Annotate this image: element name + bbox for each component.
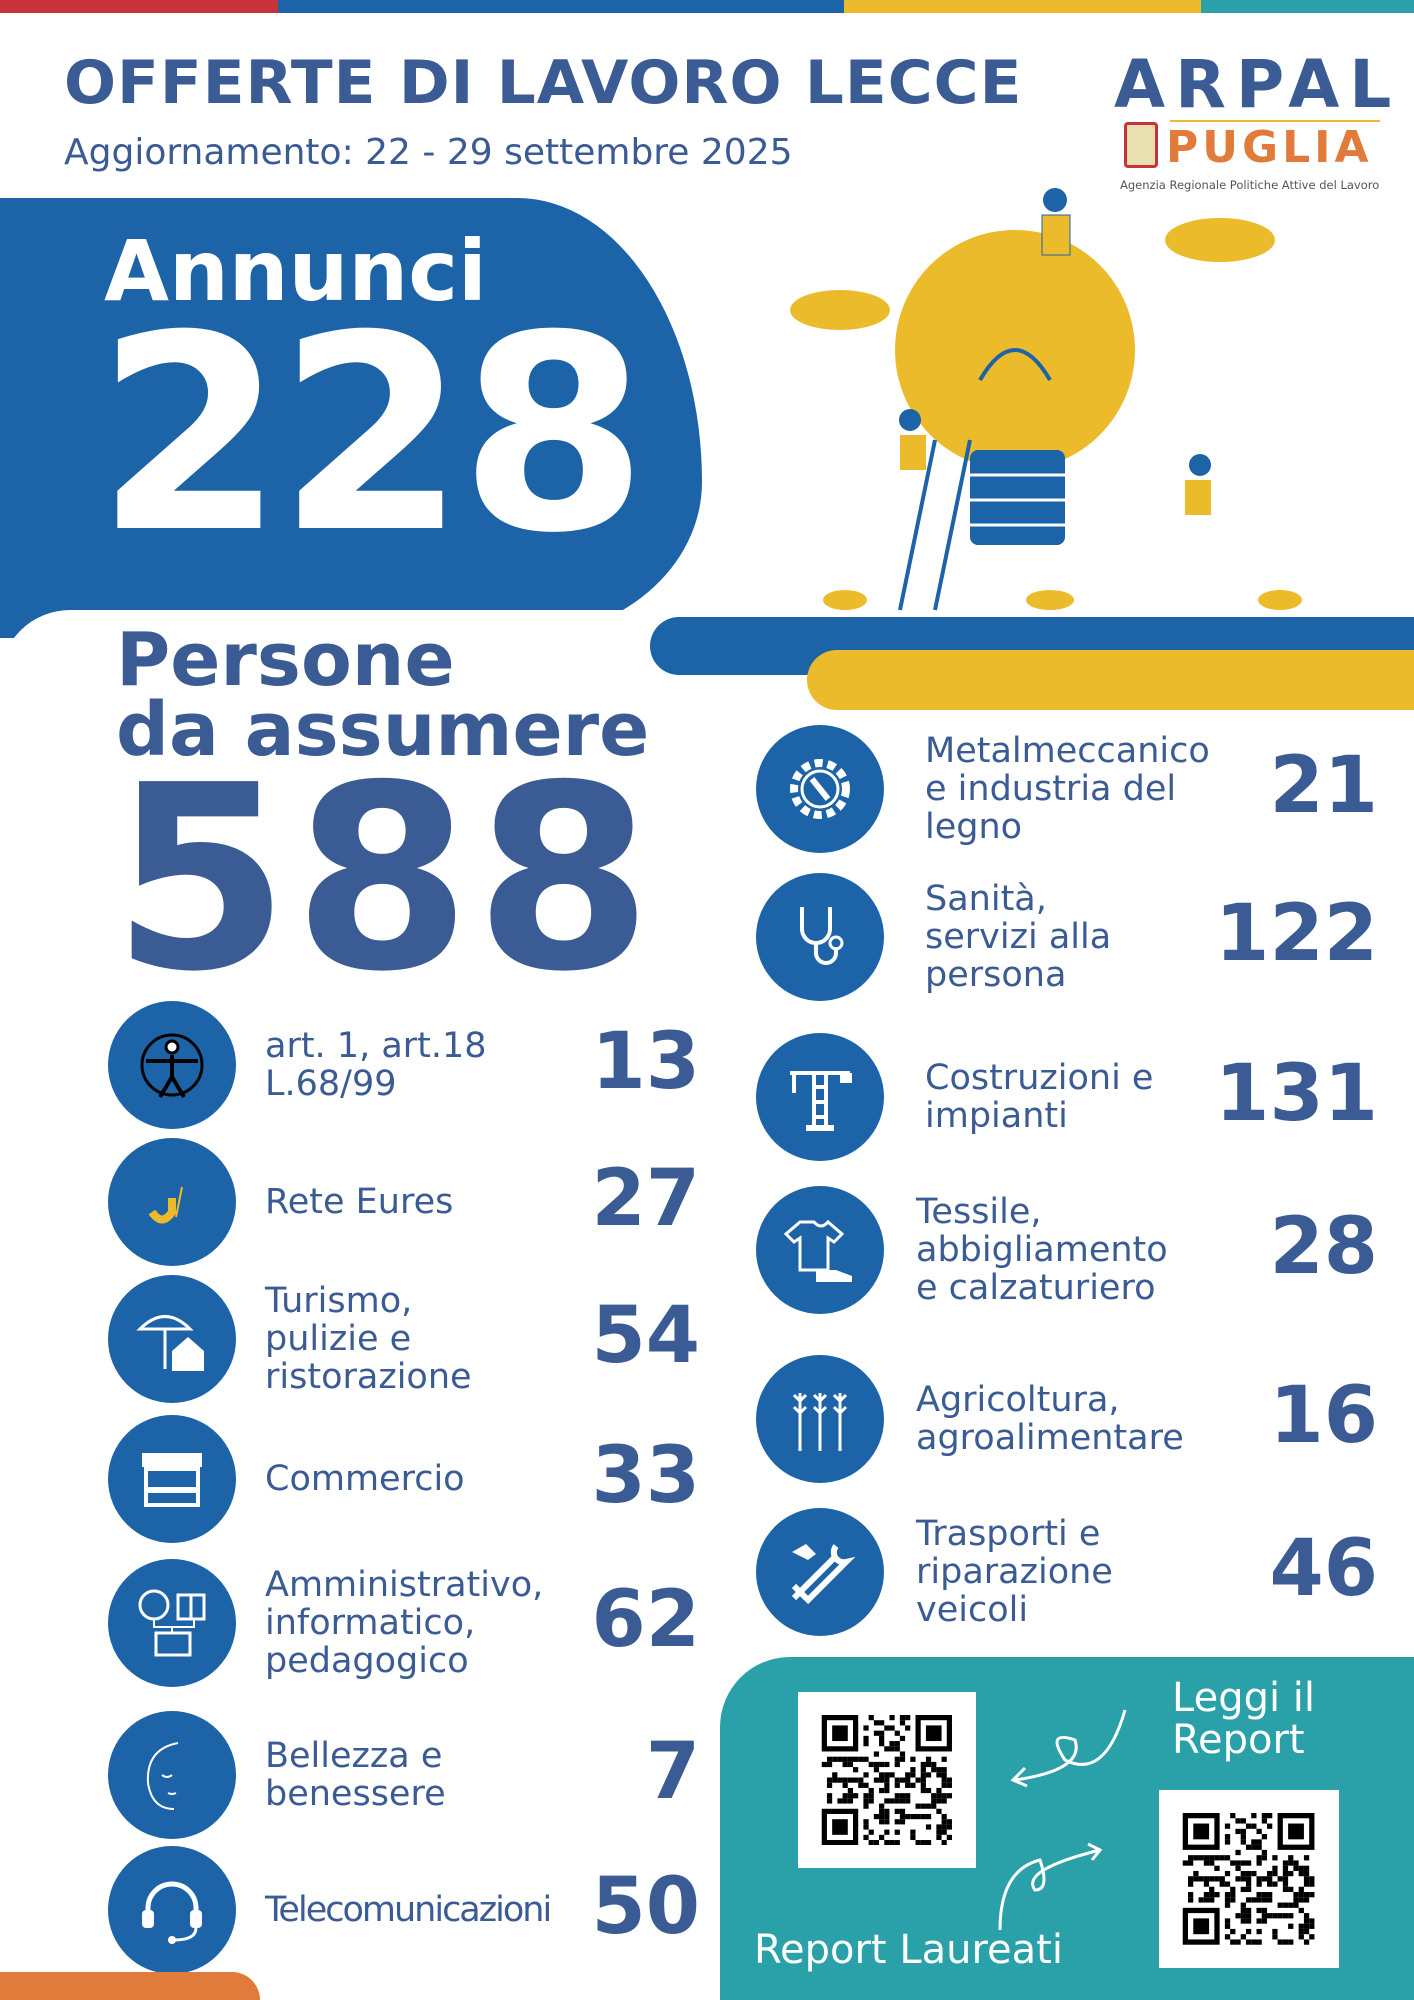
tools-icon: [756, 1508, 884, 1636]
crane-icon: [756, 1033, 884, 1161]
umbrella-house-icon: [108, 1275, 236, 1403]
decor-bar-yellow: [807, 650, 1414, 710]
color-strip-blue: [278, 0, 844, 13]
market-stall-icon: [108, 1415, 236, 1543]
logo-arpal: ARPAL: [1114, 46, 1402, 123]
sector-label: Bellezza e benessere: [265, 1736, 446, 1814]
sector-count: 27: [591, 1154, 700, 1244]
sector-count: 13: [591, 1017, 700, 1107]
sector-count: 131: [1215, 1049, 1378, 1139]
qr-code-leggi-report[interactable]: [798, 1692, 976, 1868]
leggi-report-label[interactable]: Leggi il Report: [1172, 1675, 1316, 1763]
report-laureati-label[interactable]: Report Laureati: [754, 1927, 1063, 1973]
sector-label: Turismo, pulizie e ristorazione: [265, 1281, 472, 1397]
logo-puglia: PUGLIA: [1166, 122, 1373, 173]
globe-book-icon: [108, 1559, 236, 1687]
persone-label-line2: da assumere: [116, 687, 650, 773]
sector-label: art. 1, art.18 L.68/99: [265, 1026, 487, 1104]
accessibility-icon: [108, 1001, 236, 1129]
sector-label: Metalmeccanico e industria del legno: [925, 731, 1210, 847]
qr-code-report-laureati[interactable]: [1159, 1790, 1339, 1968]
wheat-icon: [756, 1355, 884, 1483]
sector-label: Trasporti e riparazione veicoli: [916, 1514, 1113, 1630]
persone-label: Persone da assumere: [116, 617, 650, 773]
sector-count: 62: [591, 1575, 700, 1665]
sector-label: Amministrativo, informatico, pedagogico: [265, 1565, 544, 1681]
arpal-puglia-logo: ARPAL PUGLIA Agenzia Regionale Politiche…: [1110, 46, 1402, 202]
face-icon: [108, 1711, 236, 1839]
sector-count: 50: [591, 1862, 700, 1952]
eures-logo-icon: [108, 1138, 236, 1266]
arrow-curly-left-icon: [1010, 1709, 1127, 1788]
sector-label: Rete Eures: [265, 1182, 454, 1222]
sector-label: Agricoltura, agroalimentare: [916, 1380, 1184, 1458]
annunci-label: Annunci: [104, 222, 487, 320]
decor-corner-orange: [0, 1972, 260, 2000]
puglia-crest-icon: [1124, 122, 1158, 168]
sector-label: Sanità, servizi alla persona: [925, 879, 1112, 995]
stethoscope-icon: [756, 873, 884, 1001]
gear-wrench-icon: [756, 725, 884, 853]
color-strip-teal: [1201, 0, 1414, 13]
sector-label: Costruzioni e impianti: [925, 1058, 1154, 1136]
tshirt-shoe-icon: [756, 1186, 884, 1314]
arrow-curly-right-icon: [998, 1842, 1103, 1931]
qr-icon: [1183, 1813, 1315, 1945]
sector-count: 54: [591, 1291, 700, 1381]
color-strip-red: [0, 0, 278, 13]
persone-label-line1: Persone: [116, 617, 455, 703]
qr-icon: [821, 1714, 953, 1846]
sector-count: 16: [1269, 1371, 1378, 1461]
color-strip-yellow: [844, 0, 1201, 13]
annunci-panel: [0, 198, 702, 638]
sector-count: 7: [645, 1727, 700, 1817]
update-date: Aggiornamento: 22 - 29 settembre 2025: [64, 132, 793, 173]
logo-tagline: Agenzia Regionale Politiche Attive del L…: [1120, 178, 1380, 192]
sector-count: 28: [1269, 1202, 1378, 1292]
headset-icon: [108, 1846, 236, 1974]
sector-count: 33: [591, 1431, 700, 1521]
lightbulb-illustration: [790, 188, 1302, 611]
sector-count: 21: [1269, 741, 1378, 831]
sector-count: 46: [1269, 1524, 1378, 1614]
page-title: OFFERTE DI LAVORO LECCE: [64, 48, 1023, 118]
persone-value: 588: [112, 731, 657, 1028]
sector-label: Commercio: [265, 1459, 465, 1499]
sector-count: 122: [1215, 889, 1378, 979]
sector-label: Tessile, abbigliamento e calzaturiero: [916, 1192, 1168, 1308]
sector-label: Telecomunicazioni: [265, 1890, 552, 1930]
annunci-value: 228: [96, 277, 648, 592]
